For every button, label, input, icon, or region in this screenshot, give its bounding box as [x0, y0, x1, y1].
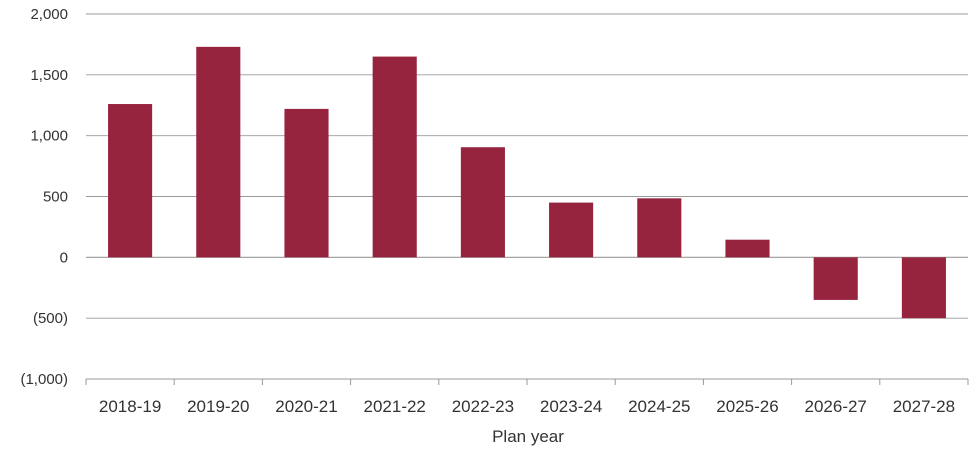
x-tick-label: 2022-23: [452, 397, 514, 416]
x-tick-label: 2018-19: [99, 397, 161, 416]
bar-2019-20: [196, 46, 241, 258]
bars: [108, 46, 946, 319]
bar-2023-24: [549, 202, 594, 258]
y-tick-label: 0: [60, 249, 68, 266]
x-tick-label: 2020-21: [275, 397, 337, 416]
bar-2024-25: [637, 198, 682, 258]
x-tick-labels: 2018-19 2019-20 2020-21 2021-22 2022-23 2023-…: [99, 397, 955, 416]
y-tick-label: (500): [33, 310, 68, 327]
x-axis-label: Plan year: [492, 427, 564, 446]
x-tick-label: 2021-22: [364, 397, 426, 416]
y-tick-label: 1,500: [30, 67, 68, 84]
bar-2018-19: [108, 104, 153, 258]
bar-2025-26: [725, 239, 770, 258]
x-tick-label: 2026-27: [805, 397, 867, 416]
x-tick-label: 2024-25: [628, 397, 690, 416]
y-tick-labels: 2,000 1,500 1,000 500 0 (500) (1,000): [20, 6, 68, 388]
x-tick-label: 2023-24: [540, 397, 602, 416]
bar-2027-28: [901, 257, 946, 319]
bar-2020-21: [284, 108, 329, 258]
y-tick-label: (1,000): [20, 371, 68, 388]
y-tick-label: 2,000: [30, 6, 68, 23]
bar-2022-23: [460, 147, 505, 258]
x-tick-label: 2027-28: [893, 397, 955, 416]
bar-2021-22: [372, 56, 417, 258]
x-tick-label: 2025-26: [716, 397, 778, 416]
y-tick-label: 500: [43, 189, 68, 206]
x-axis: [85, 378, 969, 385]
x-tick-label: 2019-20: [187, 397, 249, 416]
y-tick-label: 1,000: [30, 128, 68, 145]
bar-2026-27: [813, 257, 858, 300]
